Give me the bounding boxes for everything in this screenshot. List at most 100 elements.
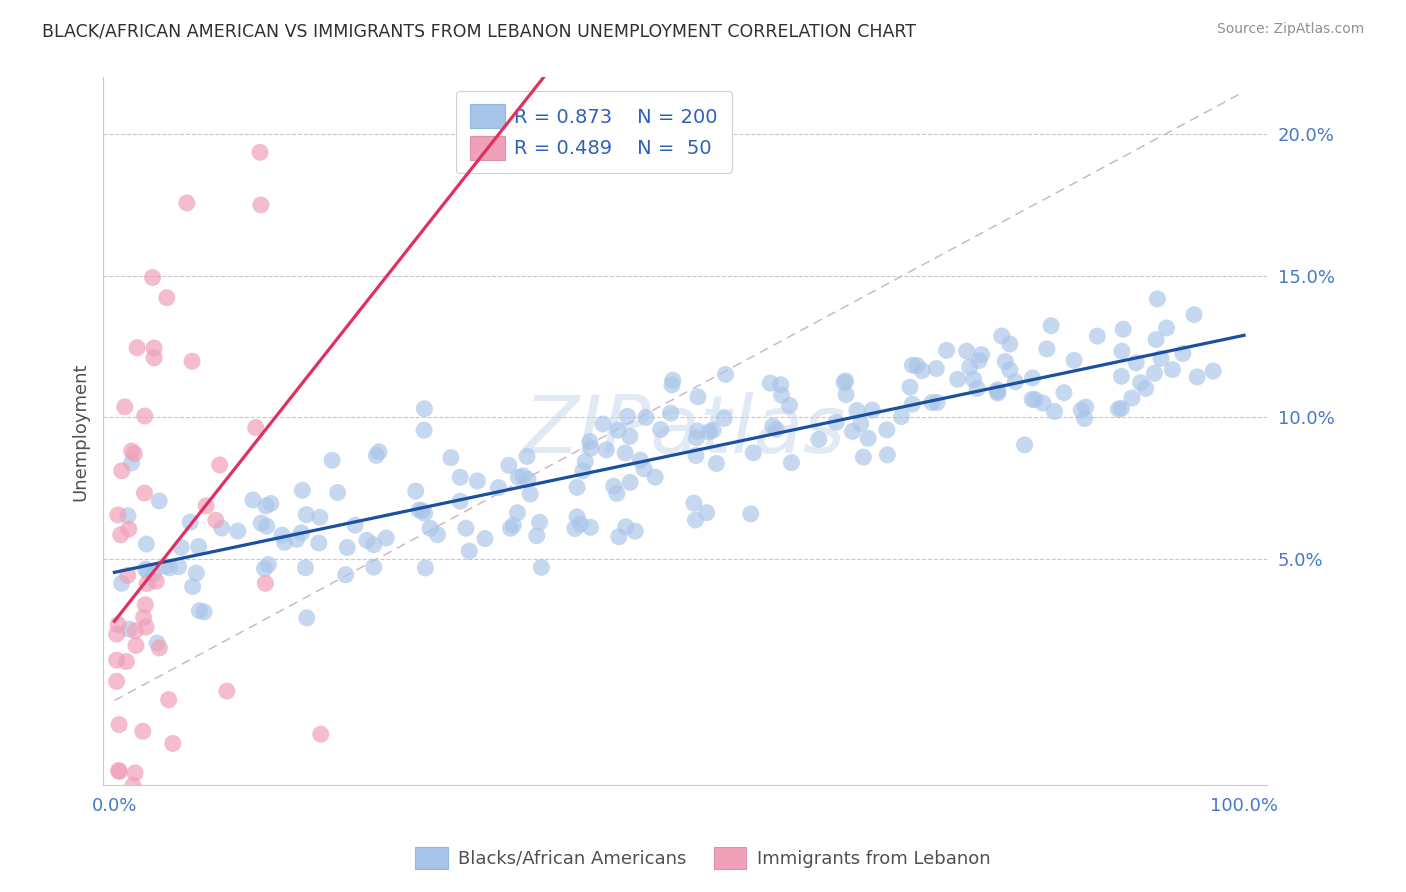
Point xyxy=(143,341,166,355)
Point xyxy=(250,198,273,212)
Point xyxy=(105,627,128,641)
Point xyxy=(117,568,139,582)
Point xyxy=(108,764,131,779)
Point xyxy=(148,494,170,508)
Point xyxy=(530,560,553,574)
Point xyxy=(111,464,134,478)
Point xyxy=(211,521,233,535)
Point xyxy=(769,377,792,392)
Point xyxy=(257,558,280,572)
Point xyxy=(1063,353,1085,368)
Point xyxy=(290,525,312,540)
Point xyxy=(125,639,148,653)
Point xyxy=(295,508,318,522)
Point xyxy=(807,433,830,447)
Point xyxy=(193,605,215,619)
Point xyxy=(142,270,165,285)
Point xyxy=(845,403,868,417)
Point xyxy=(291,483,314,498)
Point xyxy=(181,354,204,368)
Point xyxy=(253,561,276,575)
Point xyxy=(740,507,762,521)
Point xyxy=(1070,403,1092,417)
Point xyxy=(458,544,481,558)
Point xyxy=(294,561,316,575)
Point xyxy=(1111,401,1133,416)
Point xyxy=(309,727,332,741)
Point xyxy=(1111,344,1133,359)
Point xyxy=(344,518,367,533)
Point xyxy=(614,520,637,534)
Point xyxy=(363,538,385,552)
Point xyxy=(132,817,155,831)
Point xyxy=(967,353,990,368)
Point xyxy=(375,531,398,545)
Point xyxy=(702,423,724,437)
Point xyxy=(245,420,267,434)
Point xyxy=(408,503,430,517)
Point xyxy=(170,541,193,555)
Point xyxy=(564,522,586,536)
Point xyxy=(987,386,1010,401)
Point xyxy=(145,574,167,589)
Point xyxy=(1036,342,1059,356)
Point xyxy=(419,521,441,535)
Point xyxy=(624,524,647,538)
Point xyxy=(146,636,169,650)
Point xyxy=(107,617,129,632)
Point xyxy=(1187,370,1209,384)
Point xyxy=(250,516,273,531)
Point xyxy=(607,423,630,437)
Point xyxy=(309,510,332,524)
Point xyxy=(661,378,683,392)
Point xyxy=(1004,375,1026,389)
Point xyxy=(986,383,1008,397)
Point xyxy=(215,684,238,698)
Point xyxy=(156,291,179,305)
Point xyxy=(1040,318,1063,333)
Point xyxy=(411,504,433,518)
Point xyxy=(1129,376,1152,390)
Point xyxy=(685,431,707,445)
Point xyxy=(959,359,981,374)
Point xyxy=(368,445,391,459)
Point xyxy=(650,422,672,436)
Point xyxy=(122,779,145,793)
Point xyxy=(454,521,477,535)
Point xyxy=(970,348,993,362)
Point xyxy=(285,533,308,547)
Point xyxy=(742,446,765,460)
Point xyxy=(413,506,436,520)
Point xyxy=(911,364,934,378)
Point xyxy=(179,515,201,529)
Point xyxy=(572,464,595,478)
Point xyxy=(415,561,437,575)
Point xyxy=(242,492,264,507)
Point xyxy=(405,484,427,499)
Point xyxy=(526,529,548,543)
Point xyxy=(1144,333,1167,347)
Point xyxy=(607,530,630,544)
Point xyxy=(1135,381,1157,395)
Point xyxy=(186,566,208,580)
Point xyxy=(1014,438,1036,452)
Point xyxy=(1074,400,1097,414)
Point xyxy=(295,611,318,625)
Point xyxy=(565,509,588,524)
Point xyxy=(105,674,128,689)
Point xyxy=(683,496,706,510)
Point xyxy=(825,415,848,429)
Point xyxy=(1150,351,1173,366)
Point xyxy=(516,450,538,464)
Point xyxy=(115,655,138,669)
Point xyxy=(157,692,180,706)
Point xyxy=(413,401,436,416)
Point xyxy=(633,461,655,475)
Point xyxy=(181,580,204,594)
Text: ZIPatlas: ZIPatlas xyxy=(524,392,846,470)
Point xyxy=(502,518,524,533)
Point xyxy=(994,354,1017,368)
Point xyxy=(517,472,540,486)
Text: Source: ZipAtlas.com: Source: ZipAtlas.com xyxy=(1216,22,1364,37)
Point xyxy=(449,470,471,484)
